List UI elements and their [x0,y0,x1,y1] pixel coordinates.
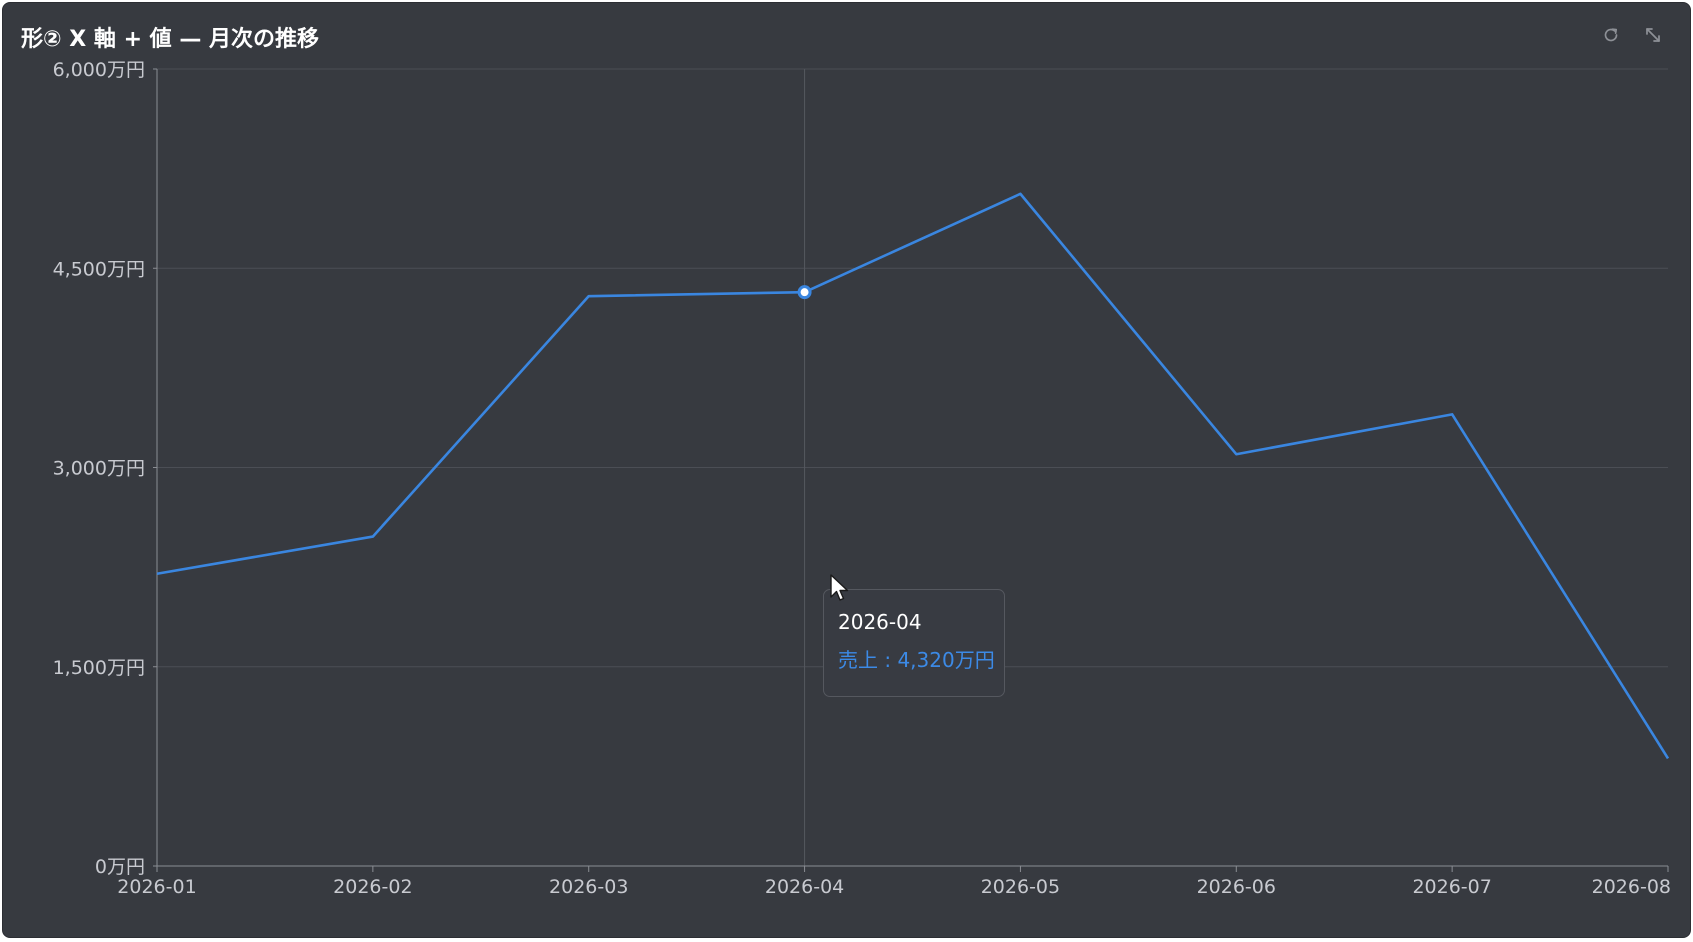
y-tick-label: 4,500万円 [53,258,145,280]
y-tick-label: 0万円 [95,856,145,878]
expand-icon [1646,28,1660,42]
x-tick-label: 2026-01 [117,876,196,898]
x-tick-label: 2026-07 [1412,876,1491,898]
x-tick-label: 2026-03 [549,876,628,898]
tooltip-value: 売上 : 4,320万円 [838,648,995,672]
line-chart: 0万円 1,500万円 3,000万円 4,500万円 6,000万円 2026-01 20… [53,59,1671,898]
y-tick-label: 6,000万円 [53,59,145,81]
series-line-sales [156,192,1670,760]
data-tooltip: 2026-04 売上 : 4,320万円 [823,589,1005,697]
mouse-cursor-icon [830,574,849,601]
x-tick-label: 2026-04 [765,876,844,898]
expand-button[interactable] [1639,21,1667,49]
refresh-icon [1604,28,1618,42]
x-tick-label: 2026-06 [1197,876,1276,898]
highlighted-data-point [797,285,812,300]
y-tick-label: 1,500万円 [53,657,145,679]
y-tick-label: 3,000万円 [53,458,145,480]
x-tick-label: 2026-08 [1592,876,1671,898]
refresh-button[interactable] [1597,21,1625,49]
tooltip-title: 2026-04 [838,610,922,634]
x-tick-label: 2026-05 [981,876,1060,898]
x-tick-label: 2026-02 [333,876,412,898]
panel-title: 形② X 軸 + 値 — 月次の推移 [21,27,319,52]
